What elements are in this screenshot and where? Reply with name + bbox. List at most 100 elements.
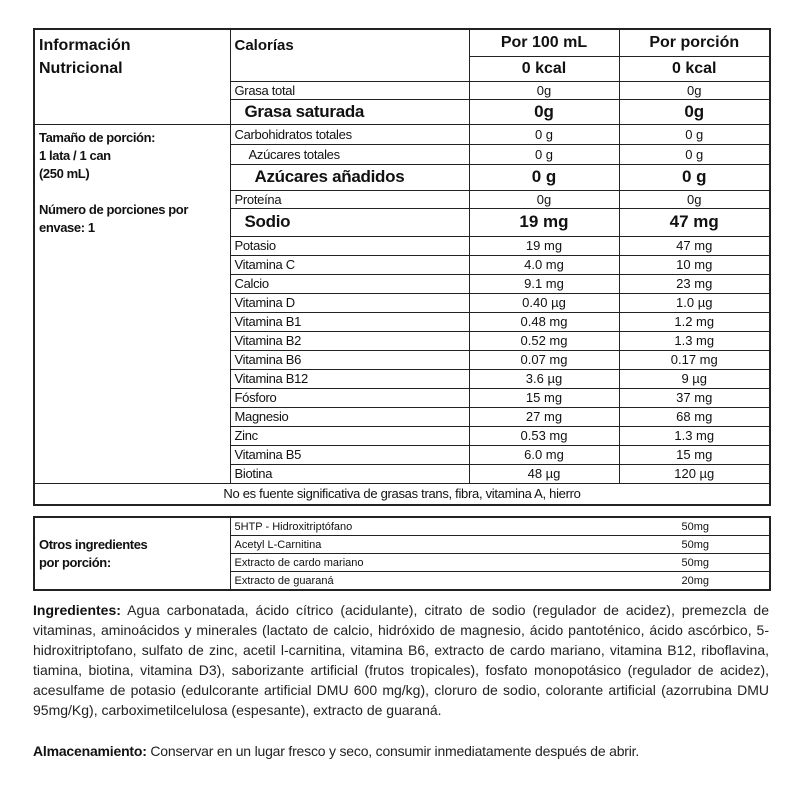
other-ingredients-table: Otros ingredientes por porción: 5HTP - Hid…: [33, 516, 771, 591]
kcal-serving: 0 kcal: [618, 55, 771, 82]
value-per-serving: 15 mg: [618, 444, 771, 465]
value-per-serving: 37 mg: [618, 387, 771, 408]
value-per-100ml: 9.1 mg: [468, 273, 620, 294]
nutrient-name: Vitamina B1: [229, 311, 470, 332]
value-per-100ml: 0g: [468, 80, 620, 100]
value-per-100ml: 15 mg: [468, 387, 620, 408]
value-per-100ml: 19 mg: [468, 207, 620, 237]
value-per-100ml: 4.0 mg: [468, 254, 620, 275]
nutrient-row: Biotina 48 µg 120 µg: [34, 463, 771, 484]
nutrient-name: Sodio: [229, 207, 470, 237]
value-per-serving: 10 mg: [618, 254, 771, 275]
value-per-serving: 47 mg: [618, 235, 771, 256]
value-per-100ml: 0 g: [468, 143, 620, 165]
ingredient-amount: 50mg: [570, 516, 771, 536]
value-per-100ml: 6.0 mg: [468, 444, 620, 465]
value-per-serving: 0 g: [618, 143, 771, 165]
ingredient-name: Extracto de cardo mariano: [229, 553, 570, 572]
value-per-100ml: 0.52 mg: [468, 330, 620, 351]
value-per-serving: 0g: [618, 189, 771, 209]
nutrient-name: Grasa saturada: [229, 98, 470, 125]
nutrient-name: Vitamina B2: [229, 330, 470, 351]
nutrient-row: Vitamina B12 3.6 µg 9 µg: [34, 368, 771, 389]
nutrition-table: Información Nutricional Calorías Por 100 …: [33, 28, 771, 506]
value-per-serving: 1.3 mg: [618, 425, 771, 446]
ingredient-amount: 20mg: [570, 571, 771, 591]
col-per-serving: Por porción: [618, 28, 771, 57]
value-per-100ml: 0.53 mg: [468, 425, 620, 446]
nutrient-name: Grasa total: [229, 80, 470, 100]
other-ingredient-row: Acetyl L-Carnitina 50mg: [34, 535, 771, 554]
value-per-100ml: 0 g: [468, 123, 620, 145]
storage-paragraph: Almacenamiento: Conservar en un lugar fr…: [33, 743, 640, 759]
nutrient-row: Vitamina B6 0.07 mg 0.17 mg: [34, 349, 771, 370]
value-per-serving: 0.17 mg: [618, 349, 771, 370]
ingredient-name: Extracto de guaraná: [229, 571, 570, 591]
value-per-serving: 1.0 µg: [618, 292, 771, 313]
nutrient-row: Vitamina B5 6.0 mg 15 mg: [34, 444, 771, 465]
footnote: No es fuente significativa de grasas tra…: [33, 482, 771, 506]
value-per-serving: 0g: [618, 98, 771, 125]
kcal-100ml: 0 kcal: [468, 55, 620, 82]
nutrient-row: Vitamina B2 0.52 mg 1.3 mg: [34, 330, 771, 351]
ingredient-name: 5HTP - Hidroxitriptófano: [229, 516, 570, 536]
nutrient-name: Vitamina C: [229, 254, 470, 275]
value-per-serving: 0g: [618, 80, 771, 100]
nutrient-name: Biotina: [229, 463, 470, 484]
value-per-100ml: 0.48 mg: [468, 311, 620, 332]
value-per-100ml: 0 g: [468, 163, 620, 191]
value-per-serving: 9 µg: [618, 368, 771, 389]
nutrient-name: Calcio: [229, 273, 470, 294]
calories-label: Calorías: [229, 28, 470, 82]
other-ingredient-row: Otros ingredientes por porción: 5HTP - Hid…: [33, 516, 771, 591]
nutrient-row: Magnesio 27 mg 68 mg: [34, 406, 771, 427]
nutrient-name: Vitamina B6: [229, 349, 470, 370]
nutrient-row: Vitamina B1 0.48 mg 1.2 mg: [34, 311, 771, 332]
other-ingredient-row: Extracto de cardo mariano 50mg: [34, 553, 771, 572]
ingredients-paragraph: Ingredientes: Agua carbonatada, ácido cí…: [33, 602, 769, 718]
value-per-100ml: 0.07 mg: [468, 349, 620, 370]
value-per-serving: 0 g: [618, 163, 771, 191]
serving-info: Tamaño de porción: 1 lata / 1 can (250 mL)…: [33, 123, 231, 484]
nutrient-name: Vitamina B12: [229, 368, 470, 389]
value-per-100ml: 0.40 µg: [468, 292, 620, 313]
nutrient-name: Azúcares totales: [229, 143, 470, 165]
nutrient-name: Zinc: [229, 425, 470, 446]
nutrient-name: Proteína: [229, 189, 470, 209]
nutrient-name: Vitamina D: [229, 292, 470, 313]
col-per-100ml: Por 100 mL: [468, 28, 620, 57]
value-per-serving: 68 mg: [618, 406, 771, 427]
other-ingredients-label: Otros ingredientes por porción:: [33, 516, 231, 591]
value-per-serving: 47 mg: [618, 207, 771, 237]
nutrient-name: Azúcares añadidos: [229, 163, 470, 191]
value-per-100ml: 3.6 µg: [468, 368, 620, 389]
value-per-serving: 1.2 mg: [618, 311, 771, 332]
value-per-serving: 0 g: [618, 123, 771, 145]
nutrient-row: Vitamina C 4.0 mg 10 mg: [34, 254, 771, 275]
nutrient-name: Carbohidratos totales: [229, 123, 470, 145]
nutrient-row: Potasio 19 mg 47 mg: [34, 235, 771, 256]
nutrient-row: Calcio 9.1 mg 23 mg: [34, 273, 771, 294]
ingredient-amount: 50mg: [570, 553, 771, 572]
nutrient-row: Sodio 19 mg 47 mg: [34, 207, 771, 237]
value-per-serving: 1.3 mg: [618, 330, 771, 351]
nutrient-name: Vitamina B5: [229, 444, 470, 465]
value-per-100ml: 19 mg: [468, 235, 620, 256]
nutrition-title: Información Nutricional: [33, 28, 231, 125]
value-per-100ml: 0g: [468, 98, 620, 125]
nutrient-name: Fósforo: [229, 387, 470, 408]
nutrient-row: Zinc 0.53 mg 1.3 mg: [34, 425, 771, 446]
nutrient-row: Grasa saturada 0g 0g: [34, 98, 771, 125]
value-per-100ml: 48 µg: [468, 463, 620, 484]
value-per-serving: 23 mg: [618, 273, 771, 294]
other-ingredient-row: Extracto de guaraná 20mg: [34, 571, 771, 591]
ingredient-name: Acetyl L-Carnitina: [229, 535, 570, 554]
value-per-100ml: 27 mg: [468, 406, 620, 427]
value-per-serving: 120 µg: [618, 463, 771, 484]
value-per-100ml: 0g: [468, 189, 620, 209]
nutrient-name: Potasio: [229, 235, 470, 256]
nutrient-row: Tamaño de porción: 1 lata / 1 can (250 mL)…: [33, 123, 771, 484]
nutrient-name: Magnesio: [229, 406, 470, 427]
ingredient-amount: 50mg: [570, 535, 771, 554]
